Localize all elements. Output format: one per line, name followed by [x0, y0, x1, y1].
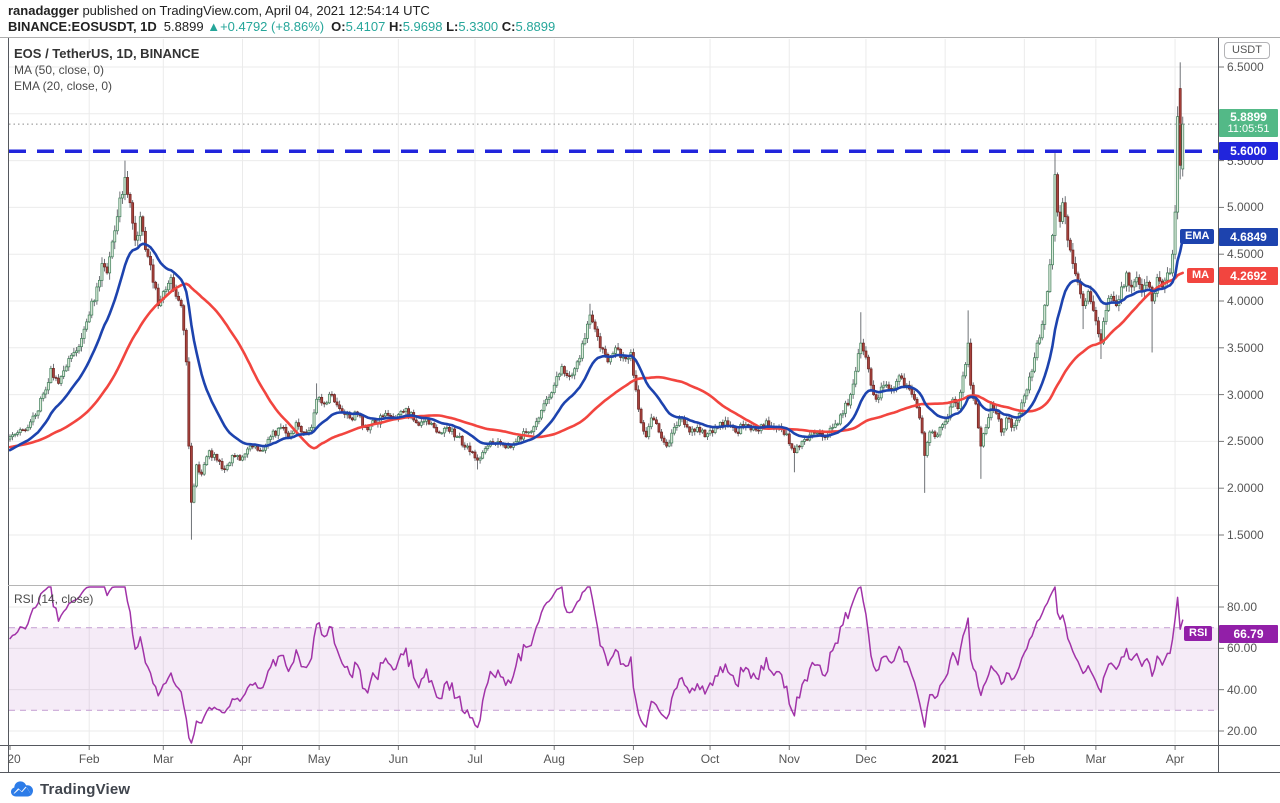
author-name: ranadagger	[8, 3, 79, 18]
open-label: O:	[331, 19, 346, 34]
price-tick-label: 4.5000	[1227, 247, 1264, 262]
level-price-badge: 5.6000	[1219, 142, 1278, 161]
high-label: H:	[388, 19, 403, 34]
ma-floating-label: MA	[1187, 267, 1215, 283]
ma-value-badge: 4.2692	[1219, 266, 1278, 285]
ma-50-line	[9, 271, 1184, 450]
time-axis-bottom-border	[0, 772, 1280, 773]
rsi-tick-label: 60.00	[1227, 641, 1258, 656]
time-axis-label: Aug	[543, 752, 565, 766]
pane-divider[interactable]	[8, 585, 1218, 586]
time-axis-label: May	[307, 752, 331, 766]
time-axis-top-border	[0, 745, 1280, 746]
header-divider	[0, 37, 1280, 38]
time-axis-label: Feb	[1013, 752, 1035, 766]
price-tick-label: 2.5000	[1227, 434, 1264, 449]
rsi-value-badge: 66.79	[1219, 625, 1278, 644]
close-label: C:	[501, 19, 516, 34]
rsi-tick-label: 80.00	[1227, 600, 1258, 614]
time-axis-label: Mar	[152, 752, 174, 766]
rsi-pane-legend[interactable]: RSI (14, close)	[14, 591, 93, 607]
time-axis-label: Nov	[778, 752, 800, 766]
currency-toggle-button[interactable]: USDT	[1224, 42, 1270, 59]
time-axis-label: Feb	[78, 752, 100, 766]
legend-ma[interactable]: MA (50, close, 0)	[14, 63, 105, 77]
time-axis-label: 2021	[931, 752, 959, 766]
time-axis-label: 20	[7, 752, 21, 766]
ema-20-line	[9, 238, 1184, 452]
time-axis-label: Oct	[700, 752, 720, 766]
header: ranadagger published on TradingView.com,…	[8, 3, 555, 35]
low-label: L:	[446, 19, 459, 34]
high-value: 5.9698	[402, 19, 443, 34]
price-axis-border	[1218, 38, 1219, 772]
ema-floating-label: EMA	[1180, 228, 1215, 244]
legend-symbol[interactable]: EOS / TetherUS, 1D, BINANCE	[14, 46, 200, 61]
legend-rsi[interactable]: RSI (14, close)	[14, 592, 94, 606]
countdown-timer: 11:05:51	[1227, 123, 1270, 136]
time-axis-label: Sep	[622, 752, 645, 766]
rsi-line	[9, 586, 1184, 744]
time-axis-label: Jul	[467, 752, 483, 766]
price-tick-label: 4.0000	[1227, 294, 1264, 308]
time-axis-label: Mar	[1085, 752, 1107, 766]
price-tick-label: 1.5000	[1227, 528, 1264, 542]
price-tick-label: 3.5000	[1227, 340, 1264, 355]
legend-ema[interactable]: EMA (20, close, 0)	[14, 79, 113, 93]
price-tick-label: 6.5000	[1227, 60, 1264, 74]
time-axis-label: Jun	[388, 752, 409, 766]
pane-left-border	[8, 38, 9, 772]
low-value: 5.3300	[458, 19, 499, 34]
symbol-title: BINANCE:EOSUSDT, 1D	[8, 19, 157, 34]
rsi-tick-label: 20.00	[1227, 724, 1258, 738]
change-arrow-icon: ▲	[207, 19, 221, 34]
tradingview-logo-icon[interactable]	[10, 780, 34, 798]
open-value: 5.4107	[345, 19, 386, 34]
publish-text: published on TradingView.com, April 04, …	[82, 3, 430, 18]
last-price-badge-value: 5.8899	[1230, 110, 1267, 125]
price-tick-label: 3.0000	[1227, 387, 1264, 402]
publish-line: ranadagger published on TradingView.com,…	[8, 3, 555, 19]
rsi-floating-label: RSI	[1184, 626, 1213, 642]
price-tick-label: 5.0000	[1227, 200, 1264, 215]
time-axis-label: Dec	[855, 752, 877, 766]
close-value: 5.8899	[515, 19, 556, 34]
brand-name[interactable]: TradingView	[40, 780, 131, 798]
footer: TradingView	[10, 780, 130, 798]
rsi-band	[9, 627, 1218, 711]
last-price: 5.8899	[163, 19, 204, 34]
rsi-tick-label: 40.00	[1227, 682, 1258, 697]
change-value: +0.4792 (+8.86%)	[220, 19, 325, 34]
main-pane-legend[interactable]: EOS / TetherUS, 1D, BINANCE MA (50, clos…	[14, 46, 199, 94]
last-price-badge: 5.8899 11:05:51	[1219, 109, 1278, 138]
symbol-line: BINANCE:EOSUSDT, 1D 5.8899 ▲+0.4792 (+8.8…	[8, 19, 555, 35]
gridlines	[9, 39, 1218, 744]
ema-value-badge: 4.6849	[1219, 227, 1278, 246]
time-axis-label: Apr	[1165, 752, 1185, 766]
time-axis-label: Apr	[233, 752, 252, 766]
price-tick-label: 2.0000	[1227, 481, 1264, 496]
